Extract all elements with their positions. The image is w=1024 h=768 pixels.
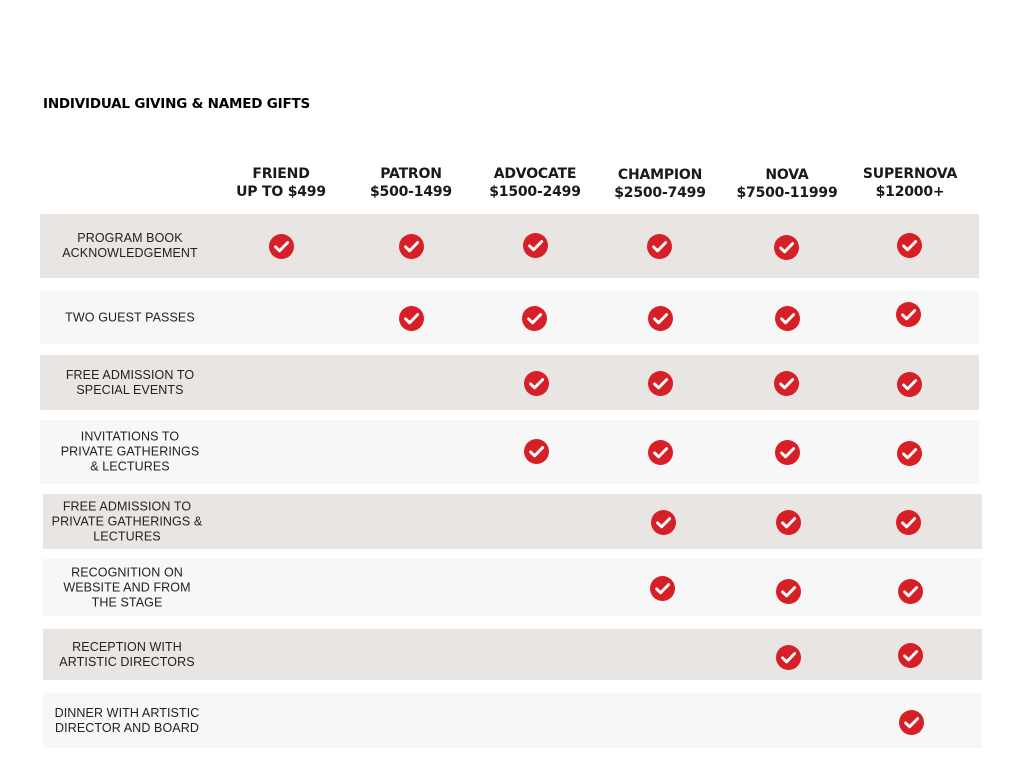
- benefit-label-line: RECEPTION WITH: [72, 639, 182, 654]
- benefit-label: PROGRAM BOOK ACKNOWLEDGEMENT: [40, 231, 220, 261]
- tier-header-champion: CHAMPION $2500-7499: [590, 166, 730, 202]
- check-icon: [647, 370, 673, 396]
- benefit-label-line: PROGRAM BOOK: [77, 231, 183, 245]
- benefit-row: TWO GUEST PASSES: [40, 291, 979, 344]
- check-icon: [521, 305, 547, 331]
- tier-range: $12000+: [875, 184, 945, 200]
- check-icon: [647, 305, 673, 331]
- tier-range: $1500-2499: [489, 184, 581, 200]
- tier-header-advocate: ADVOCATE $1500-2499: [465, 165, 605, 201]
- tier-header-nova: NOVA $7500-11999: [717, 166, 857, 202]
- tier-range: UP TO $499: [236, 184, 326, 200]
- check-icon: [897, 578, 923, 604]
- benefit-label-line: WEBSITE AND FROM: [63, 580, 191, 594]
- benefit-label-line: RECOGNITION ON: [71, 565, 183, 579]
- check-icon: [774, 305, 800, 331]
- benefit-label-line: PRIVATE GATHERINGS: [60, 444, 200, 459]
- tier-range: $500-1499: [370, 184, 452, 200]
- tier-range: $7500-11999: [736, 185, 838, 201]
- benefit-row: RECOGNITION ON WEBSITE AND FROM THE STAGE: [43, 559, 982, 616]
- check-icon: [774, 439, 800, 465]
- benefit-label: FREE ADMISSION TO SPECIAL EVENTS: [40, 368, 220, 398]
- page-title: INDIVIDUAL GIVING & NAMED GIFTS: [43, 96, 311, 112]
- benefit-row: DINNER WITH ARTISTIC DIRECTOR AND BOARD: [43, 693, 982, 748]
- check-icon: [773, 370, 799, 396]
- benefit-label: RECOGNITION ON WEBSITE AND FROM THE STAGE: [37, 565, 217, 610]
- check-icon: [649, 575, 675, 601]
- check-icon: [647, 439, 673, 465]
- benefit-label-line: TWO GUEST PASSES: [65, 310, 195, 324]
- tier-range: $2500-7499: [614, 185, 706, 201]
- tier-name: ADVOCATE: [493, 166, 577, 182]
- benefit-row: INVITATIONS TO PRIVATE GATHERINGS & LECTUR…: [40, 420, 979, 484]
- check-icon: [898, 709, 924, 735]
- check-icon: [775, 509, 801, 535]
- benefit-label-line: ARTISTIC DIRECTORS: [59, 654, 195, 669]
- check-icon: [895, 301, 921, 327]
- benefit-label-line: LECTURES: [93, 529, 161, 543]
- benefit-label: INVITATIONS TO PRIVATE GATHERINGS & LECTUR…: [40, 430, 220, 475]
- check-icon: [646, 233, 672, 259]
- tier-name: PATRON: [380, 166, 442, 182]
- tier-header-supernova: SUPERNOVA $12000+: [840, 165, 980, 201]
- benefit-label-line: THE STAGE: [91, 595, 163, 609]
- tier-header-friend: FRIEND UP TO $499: [211, 165, 351, 201]
- check-icon: [897, 642, 923, 668]
- check-icon: [775, 644, 801, 670]
- check-icon: [896, 232, 922, 258]
- benefit-label: DINNER WITH ARTISTIC DIRECTOR AND BOARD: [37, 706, 217, 736]
- benefit-label-line: ACKNOWLEDGEMENT: [62, 246, 198, 260]
- check-icon: [896, 440, 922, 466]
- benefit-row: FREE ADMISSION TO PRIVATE GATHERINGS & LEC…: [43, 494, 982, 549]
- tier-name: FRIEND: [252, 166, 310, 182]
- check-icon: [398, 233, 424, 259]
- benefit-label-line: PRIVATE GATHERINGS &: [51, 514, 203, 528]
- check-icon: [398, 305, 424, 331]
- benefit-label-line: & LECTURES: [90, 459, 170, 474]
- tier-name: SUPERNOVA: [862, 166, 958, 182]
- benefit-label-line: FREE ADMISSION TO: [62, 499, 192, 513]
- check-icon: [522, 232, 548, 258]
- check-icon: [650, 509, 676, 535]
- check-icon: [895, 509, 921, 535]
- benefit-label-line: DINNER WITH ARTISTIC: [54, 705, 200, 720]
- benefit-label-line: DIRECTOR AND BOARD: [55, 720, 199, 735]
- check-icon: [775, 578, 801, 604]
- check-icon: [523, 438, 549, 464]
- tier-header-patron: PATRON $500-1499: [341, 165, 481, 201]
- benefit-label-line: FREE ADMISSION TO: [65, 367, 195, 382]
- tier-name: NOVA: [765, 167, 809, 183]
- check-icon: [268, 233, 294, 259]
- benefit-label-line: INVITATIONS TO: [80, 429, 180, 444]
- benefit-row: FREE ADMISSION TO SPECIAL EVENTS: [40, 355, 979, 410]
- check-icon: [523, 370, 549, 396]
- benefit-label: RECEPTION WITH ARTISTIC DIRECTORS: [37, 640, 217, 670]
- benefit-label: TWO GUEST PASSES: [40, 310, 220, 325]
- benefit-label: FREE ADMISSION TO PRIVATE GATHERINGS & LEC…: [37, 499, 217, 544]
- check-icon: [773, 234, 799, 260]
- tier-name: CHAMPION: [617, 167, 703, 183]
- benefit-row: PROGRAM BOOK ACKNOWLEDGEMENT: [40, 214, 979, 278]
- check-icon: [896, 371, 922, 397]
- benefit-row: RECEPTION WITH ARTISTIC DIRECTORS: [43, 629, 982, 680]
- benefit-label-line: SPECIAL EVENTS: [76, 382, 184, 397]
